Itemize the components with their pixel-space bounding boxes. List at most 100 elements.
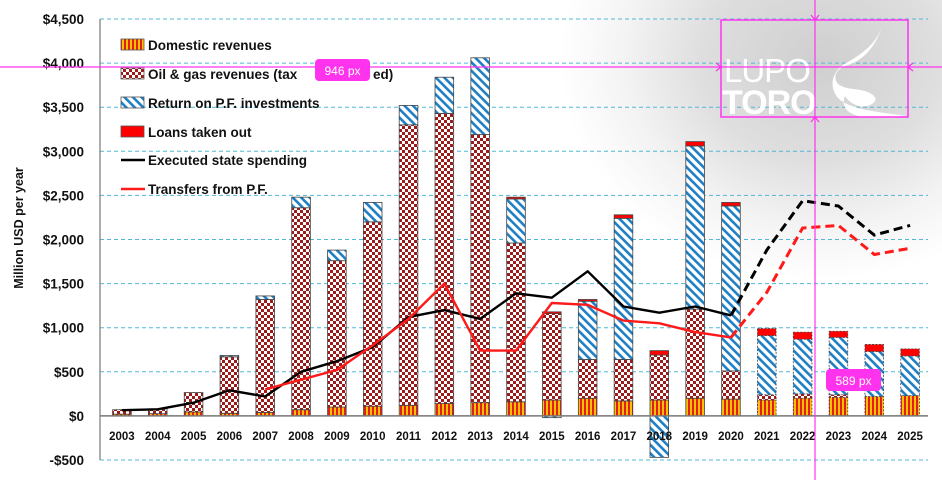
y-tick-label: $1,500 [43,277,84,292]
bar-stack-2020 [721,202,741,417]
bar-domestic-revenues-2023 [828,396,849,417]
legend: Domestic revenues Oil & gas revenues (ta… [120,38,393,197]
x-tick-label: 2019 [682,431,708,443]
bar-stack-2008 [291,196,311,417]
x-tick-label: 2017 [611,431,637,443]
x-tick-label: 2015 [539,431,565,443]
x-tick-label: 2012 [432,431,458,443]
bar-domestic-revenues-2016 [577,397,598,417]
bar-domestic-revenues-2017 [613,400,634,417]
x-tick-label: 2016 [575,431,601,443]
bar-stack-2019 [685,141,705,417]
x-tick-label: 2014 [503,431,529,443]
y-tick-label: $4,000 [43,56,84,71]
bar-stack-2013 [470,57,490,417]
bar-oil-gas-revenues-taxes-royalties-2011 [398,124,419,406]
measure-arrow-bottom [810,116,820,123]
series-lines [121,199,911,412]
x-tick-label: 2018 [647,431,673,443]
y-axis-label: Million USD per year [12,167,26,289]
bar-domestic-revenues-2011 [398,404,419,417]
bar-domestic-revenues-2010 [362,405,383,417]
legend-item-transfers: Transfers from P.F. [121,182,268,197]
bar-domestic-revenues-2008 [291,409,311,417]
bar-stack-2022 [792,331,813,417]
bar-return-on-p-f-investments-2020 [721,205,741,372]
bar-oil-gas-revenues-taxes-royalties-2019 [685,308,705,399]
bar-stack-2012 [434,76,455,417]
bar-stack-2014 [506,196,526,417]
bar-oil-gas-revenues-taxes-royalties-2013 [470,134,490,404]
y-tick-label: $4,500 [43,12,84,27]
logo-text-lupo: LUPO [724,52,810,89]
bar-loans-taken-out-2019 [685,141,705,147]
legend-label-return: Return on P.F. investments [148,96,320,111]
x-tick-label: 2006 [217,431,243,443]
line-transfers-from-p-f-forecast [729,223,911,339]
bar-domestic-revenues-2014 [506,401,526,417]
width-badge: 946 px [315,59,370,81]
bar-oil-gas-revenues-taxes-royalties-2018 [649,354,670,401]
bar-stack-2010 [362,202,383,417]
bar-loans-taken-out-2020 [721,202,741,207]
legend-swatch-loans [120,125,145,138]
lupo-toro-logo: LUPO TORO [722,26,906,122]
bar-loans-taken-out-2024 [864,344,884,352]
legend-label-oil-gas-suffix: ed) [373,67,393,82]
width-badge-text: 946 px [324,64,360,78]
x-tick-label: 2025 [897,431,923,443]
bar-return-on-p-f-investments-2021 [757,335,777,396]
bar-stack-2017 [613,214,634,417]
y-tick-label: $3,500 [43,100,84,115]
y-tick-label: $2,500 [43,188,84,203]
bar-domestic-revenues-2018 [649,399,670,417]
y-tick-label: $1,000 [43,321,84,336]
legend-label-transfers: Transfers from P.F. [148,182,268,197]
legend-item-loans: Loans taken out [120,125,252,140]
bar-stack-2009 [327,249,347,417]
x-tick-label: 2004 [145,431,171,443]
bars [112,57,920,458]
measure-arrow-right [907,62,914,72]
bar-domestic-revenues-2022 [792,397,813,417]
bar-oil-gas-revenues-taxes-royalties-2020 [721,370,741,400]
x-tick-label: 2009 [324,431,350,443]
height-badge: 589 px [826,369,881,391]
bar-oil-gas-revenues-taxes-royalties-2009 [327,260,347,408]
legend-swatch-domestic [120,38,145,51]
legend-label-spending: Executed state spending [148,153,307,168]
legend-item-domestic: Domestic revenues [120,38,272,53]
bar-loans-taken-out-2018 [649,350,670,356]
bar-domestic-revenues-2009 [327,406,347,417]
bar-stack-2015 [542,311,562,419]
bar-stack-2021 [757,328,777,417]
x-tick-label: 2010 [360,431,386,443]
bar-oil-gas-revenues-taxes-royalties-2010 [362,221,383,407]
x-tick-label: 2013 [467,431,493,443]
legend-label-domestic: Domestic revenues [148,38,272,53]
bar-stack-2007 [255,295,275,417]
y-tick-label: $500 [54,365,84,380]
x-tick-label: 2003 [109,431,135,443]
bar-stack-2006 [219,355,240,417]
legend-swatch-oil-gas [120,67,145,80]
bar-return-on-p-f-investments-2022 [792,338,813,395]
bar-domestic-revenues-2019 [685,397,705,417]
bar-return-on-p-f-investments-2008 [291,196,311,209]
legend-label-oil-gas: Oil & gas revenues (tax [148,67,298,82]
bar-domestic-revenues-2015 [542,399,562,417]
bar-oil-gas-revenues-taxes-royalties-2014 [506,242,526,403]
bar-stack-2011 [398,105,419,417]
bar-loans-taken-out-2016 [577,299,598,302]
bar-domestic-revenues-2013 [470,402,490,417]
y-tick-label: -$500 [49,453,84,468]
bar-return-on-p-f-investments-2025 [900,355,920,397]
bar-oil-gas-revenues-taxes-royalties-2017 [613,359,634,402]
x-tick-label: 2020 [718,431,744,443]
y-tick-label: $0 [69,409,84,424]
bar-domestic-revenues-2012 [434,403,455,417]
x-axis-ticks: 2003 2004 2005 2006 2007 2008 2009 2010 2011 2012… [109,431,923,443]
bar-return-on-p-f-investments-2017 [613,217,634,360]
